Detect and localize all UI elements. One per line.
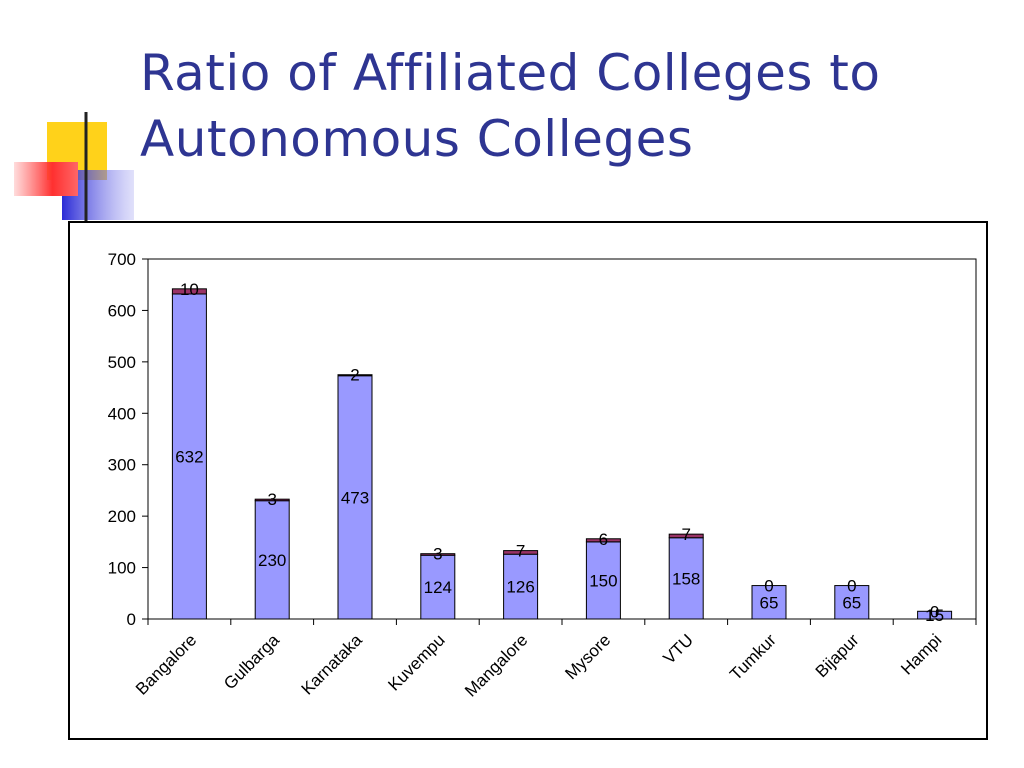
category-label: Bijapur — [812, 630, 863, 681]
bar-autonomous — [420, 553, 456, 556]
data-label-autonomous: 2 — [350, 366, 359, 385]
data-label-affiliated: 65 — [842, 593, 861, 612]
data-label-autonomous: 10 — [180, 280, 199, 299]
bar-affiliated — [254, 500, 290, 620]
data-label-affiliated: 473 — [341, 488, 369, 507]
category-label: Tumkur — [726, 630, 780, 684]
bar-autonomous — [503, 550, 539, 555]
bar-autonomous — [254, 498, 290, 502]
data-label-autonomous: 7 — [516, 542, 525, 561]
chart-frame: 0 100 200 300 400 500 600 700 Bangalore Gulbarga… — [68, 221, 988, 740]
y-tick-label: 500 — [108, 353, 136, 372]
decorative-corner-graphic — [14, 112, 1020, 224]
bar-affiliated — [751, 585, 787, 620]
data-label-affiliated: 124 — [424, 578, 452, 597]
category-label: Bangalore — [132, 630, 200, 698]
bar-affiliated — [917, 610, 953, 620]
x-axis-ticks: Bangalore Gulbarga Karnataka Kuvempu Mangalo… — [132, 619, 977, 701]
category-label: Hampi — [897, 630, 945, 678]
data-label-affiliated: 158 — [672, 569, 700, 588]
slide-title-line-2: Autonomous Colleges — [140, 110, 694, 168]
bar-autonomous — [337, 374, 373, 377]
data-label-autonomous: 3 — [433, 545, 442, 564]
y-tick-label: 200 — [108, 507, 136, 526]
category-label: Mysore — [561, 630, 614, 683]
data-label-affiliated: 15 — [925, 606, 944, 625]
bar-affiliated — [171, 293, 207, 620]
bar-affiliated — [834, 585, 870, 620]
category-label: Karnataka — [298, 630, 367, 699]
data-label-autonomous: 0 — [930, 602, 939, 621]
y-axis-ticks: 0 100 200 300 400 500 600 700 — [108, 250, 148, 629]
category-label: Kuvempu — [384, 630, 448, 694]
slide-title: Ratio of Affiliated Colleges to Autonomo… — [140, 40, 1000, 172]
data-label-affiliated: 65 — [760, 593, 779, 612]
y-tick-label: 0 — [127, 610, 136, 629]
bar-affiliated — [668, 537, 704, 620]
y-tick-label: 300 — [108, 456, 136, 475]
bar-affiliated — [420, 554, 456, 620]
category-label: VTU — [660, 630, 697, 667]
deco-red-square — [14, 162, 78, 196]
category-label: Gulbarga — [220, 630, 283, 693]
y-tick-label: 100 — [108, 559, 136, 578]
y-tick-label: 700 — [108, 250, 136, 269]
data-label-autonomous: 3 — [267, 490, 276, 509]
data-label-affiliated: 126 — [506, 578, 534, 597]
data-label-affiliated: 632 — [175, 447, 203, 466]
bar-autonomous — [171, 288, 207, 295]
y-tick-label: 400 — [108, 404, 136, 423]
bar-affiliated — [337, 375, 373, 620]
bars-group — [171, 288, 953, 620]
data-label-autonomous: 0 — [764, 577, 773, 596]
category-label: Mangalore — [461, 630, 531, 700]
bar-autonomous — [585, 538, 621, 543]
data-label-autonomous: 6 — [599, 530, 608, 549]
data-label-autonomous: 0 — [847, 577, 856, 596]
data-label-affiliated: 150 — [589, 571, 617, 590]
slide-title-line-1: Ratio of Affiliated Colleges to — [140, 44, 881, 102]
y-tick-label: 600 — [108, 301, 136, 320]
bar-autonomous — [668, 533, 704, 539]
data-label-affiliated: 230 — [258, 551, 286, 570]
data-label-autonomous: 7 — [681, 525, 690, 544]
